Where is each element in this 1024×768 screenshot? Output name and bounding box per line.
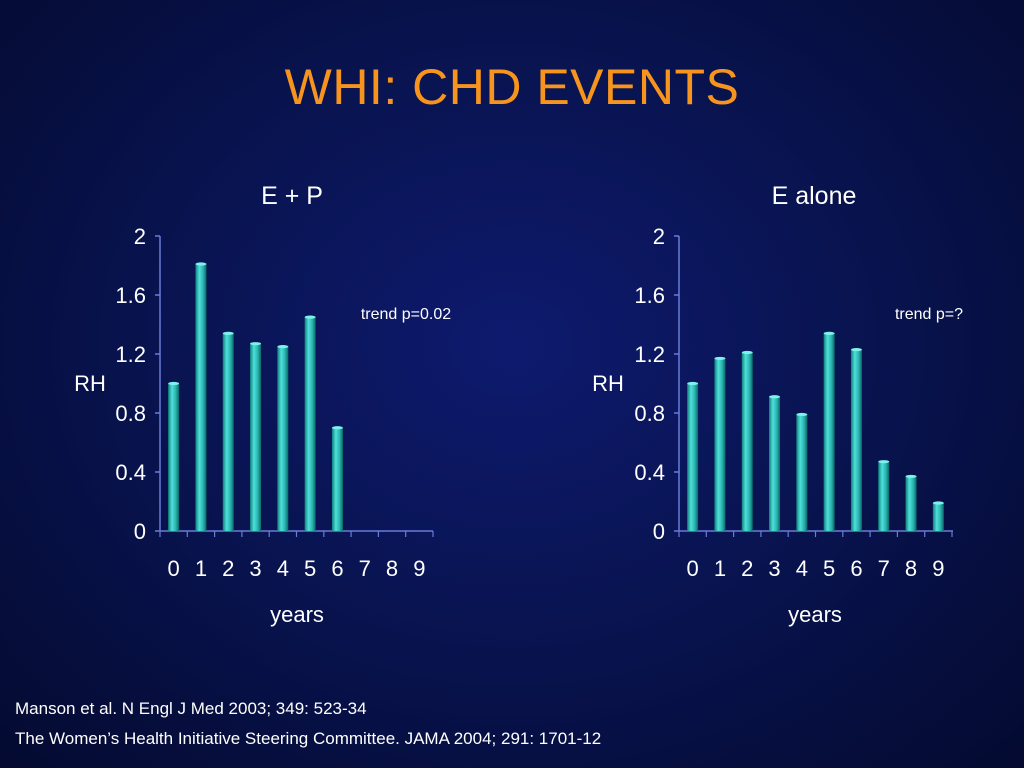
bar-cap [304,315,316,319]
reference-whi-steering: The Women’s Health Initiative Steering C… [15,729,602,748]
y-tick-label: 0 [134,519,146,544]
bar-cap [878,460,890,464]
bar [687,381,699,531]
y-tick-label: 0.4 [115,460,146,485]
reference-manson: Manson et al. N Engl J Med 2003; 349: 52… [15,699,367,718]
y-tick-label: 0.8 [115,401,146,426]
bar-body [277,346,289,531]
bar [932,501,944,531]
x-tick-label: 6 [331,556,343,581]
x-axis-label: years [270,602,324,627]
bar [850,347,862,531]
y-tick-label: 1.6 [115,283,146,308]
bar-body [741,352,753,531]
bar-cap [168,381,180,386]
bar [168,381,180,531]
y-axis-label: RH [592,371,624,396]
x-tick-label: 4 [796,556,808,581]
bar [796,412,808,531]
bar-cap [195,262,207,266]
bar-body [796,414,808,531]
x-tick-label: 9 [932,556,944,581]
x-tick-label: 5 [304,556,316,581]
bar-body [823,333,835,531]
bar [714,356,726,531]
y-tick-label: 1.2 [634,342,665,367]
bar-cap [932,501,944,505]
bar-cap [741,350,753,355]
x-tick-label: 1 [195,556,207,581]
bar-cap [714,356,726,361]
bar-body [687,383,699,531]
bar-body [222,333,234,531]
bar [277,345,289,531]
x-tick-label: 4 [277,556,289,581]
bar-body [932,502,944,531]
y-tick-label: 2 [134,224,146,249]
x-tick-label: 0 [687,556,699,581]
y-axis-label: RH [74,371,106,396]
chart-title: E + P [261,182,323,210]
bar-body [168,383,180,531]
bar-cap [796,412,808,417]
bar-body [714,358,726,531]
bar [878,460,890,531]
x-tick-label: 9 [413,556,425,581]
bar-cap [331,426,343,430]
bar [222,331,234,531]
x-tick-label: 1 [714,556,726,581]
y-tick-label: 0 [653,519,665,544]
y-tick-label: 1.6 [634,283,665,308]
bar-cap [905,474,917,479]
slide-title: WHI: CHD EVENTS [284,59,740,115]
y-tick-label: 0.4 [634,460,665,485]
bar-body [304,317,316,531]
y-tick-label: 0.8 [634,401,665,426]
bar [769,395,781,531]
bar-cap [222,331,234,335]
bar-cap [687,381,699,386]
y-tick-label: 1.2 [115,342,146,367]
x-tick-label: 8 [386,556,398,581]
y-tick-label: 2 [653,224,665,249]
x-tick-label: 2 [741,556,753,581]
bar-cap [769,395,781,399]
bar [250,342,262,531]
bar-body [331,427,343,531]
bar-body [250,343,262,531]
x-tick-label: 8 [905,556,917,581]
x-tick-label: 5 [823,556,835,581]
x-tick-label: 7 [359,556,371,581]
bar-body [905,476,917,531]
bar-body [850,349,862,531]
x-tick-label: 3 [249,556,261,581]
x-tick-label: 0 [168,556,180,581]
bar [304,315,316,531]
bar-cap [277,345,289,349]
bar-body [195,264,207,531]
x-tick-label: 7 [878,556,890,581]
bar [195,262,207,531]
bar [741,350,753,531]
trend-annotation: trend p=? [895,306,963,323]
bar [823,331,835,531]
bar-cap [250,342,262,346]
references: Manson et al. N Engl J Med 2003; 349: 52… [15,694,601,754]
bar [905,474,917,531]
x-tick-label: 2 [222,556,234,581]
bar [331,426,343,531]
chart-title: E alone [772,182,857,210]
x-axis-label: years [788,602,842,627]
bar-body [878,461,890,531]
bar-cap [850,347,862,352]
x-tick-label: 3 [768,556,780,581]
bar-cap [823,331,835,335]
trend-annotation: trend p=0.02 [361,306,451,323]
x-tick-label: 6 [850,556,862,581]
bar-body [769,396,781,531]
